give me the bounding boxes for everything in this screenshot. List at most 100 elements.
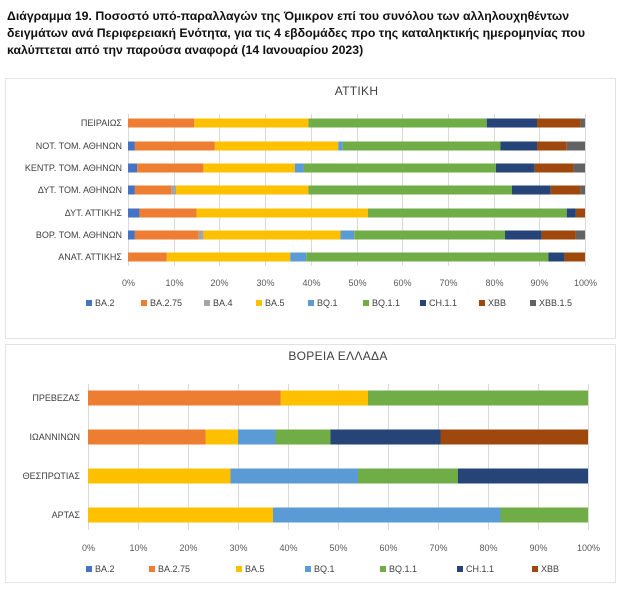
chart1-legend-label: BA.4 (213, 298, 233, 308)
chart2-legend-swatch-ba-2 (86, 566, 92, 572)
chart1-bar-δυτ-αττικης-xbb (575, 208, 585, 218)
chart1-x-tick-label: 80% (485, 278, 503, 288)
chart1-category-label: ΑΝΑΤ. ΑΤΤΙΚΗΣ (58, 252, 122, 262)
chart1-bar-δυτ-αττικης-ba-2-75 (139, 208, 197, 218)
chart2-bar-ιωαννινων-ch-1-1 (330, 429, 441, 445)
chart2-legend-swatch-bq-1-1 (380, 566, 386, 572)
chart1-legend-label: XBB (488, 298, 506, 308)
chart2-frame (5, 344, 616, 583)
chart2-x-tick-label: 0% (82, 543, 95, 553)
chart1-bar-ανατ-αττικης-bq-1 (290, 252, 307, 262)
chart2-x-tick-label: 50% (329, 543, 347, 553)
chart2-category-label: ΑΡΤΑΣ (52, 510, 81, 520)
chart1-legend-swatch-ba-2 (86, 300, 92, 306)
chart1-bar-κεντρ-τομ-αθηνων-ba-2 (128, 163, 138, 173)
chart1-bar-δυτ-τομ-αθηνων-ba-5 (175, 185, 309, 195)
chart1-x-tick-label: 30% (256, 278, 274, 288)
chart1-frame (5, 78, 616, 339)
chart2-x-tick-label: 70% (429, 543, 447, 553)
chart1-legend-label: BQ.1.1 (372, 298, 400, 308)
chart1-bar-πειραιως-xbb (537, 118, 581, 128)
chart1-bar-βορ-τομ-αθηνων-ba-4 (198, 230, 204, 240)
chart1-bar-βορ-τομ-αθηνων-bq-1 (340, 230, 355, 240)
chart1-x-tick-label: 50% (348, 278, 366, 288)
chart1-bar-δυτ-αττικης-bq-1-1 (367, 208, 567, 218)
chart1-x-tick-label: 90% (530, 278, 548, 288)
chart1-bar-ανατ-αττικης-bq-1-1 (306, 252, 549, 262)
chart1-legend-swatch-xbb (479, 300, 485, 306)
chart1-bar-κεντρ-τομ-αθηνων-ba-5 (203, 163, 295, 173)
chart2-bar-θεσπρωτιας-bq-1 (230, 468, 358, 484)
chart1-legend-label: BQ.1 (317, 298, 338, 308)
chart1-bar-βορ-τομ-αθηνων-bq-1-1 (354, 230, 506, 240)
chart2-legend-swatch-xbb (532, 566, 538, 572)
chart2-bar-αρτας-bq-1-1 (500, 507, 588, 523)
chart1-legend-label: BA.2 (95, 298, 115, 308)
chart1-bar-κεντρ-τομ-αθηνων-bq-1 (294, 163, 304, 173)
chart2-legend-label: BA.2 (95, 564, 115, 574)
chart1-bar-βορ-τομ-αθηνων-ba-2 (128, 230, 135, 240)
chart1-bar-κεντρ-τομ-αθηνων-ch-1-1 (495, 163, 535, 173)
chart1-bar-δυτ-αττικης-ch-1-1 (566, 208, 576, 218)
chart2-legend-label: BA.5 (245, 564, 265, 574)
chart1-bar-πειραιως-ch-1-1 (486, 118, 538, 128)
chart2-bar-θεσπρωτιας-bq-1-1 (358, 468, 458, 484)
chart2-x-tick-label: 30% (229, 543, 247, 553)
chart1-bar-πειραιως-xbb-1-5 (580, 118, 585, 128)
chart1-bar-ανατ-αττικης-ba-2-75 (128, 252, 167, 262)
chart1-x-tick-label: 40% (302, 278, 320, 288)
chart1-bar-βορ-τομ-αθηνων-ba-2-75 (134, 230, 199, 240)
chart1-bar-νοτ-τομ-αθηνων-xbb (537, 141, 567, 151)
chart1-bar-βορ-τομ-αθηνων-ch-1-1 (505, 230, 542, 240)
chart2-legend-swatch-bq-1 (305, 566, 311, 572)
chart1-bar-κεντρ-τομ-αθηνων-bq-1-1 (303, 163, 496, 173)
chart2-bar-ιωαννινων-ba-5 (205, 429, 238, 445)
chart1-bar-νοτ-τομ-αθηνων-bq-1-1 (342, 141, 501, 151)
chart1-legend-swatch-ba-5 (256, 300, 262, 306)
chart1-legend-swatch-xbb-1-5 (530, 300, 536, 306)
chart2-bar-πρεβεζας-bq-1-1 (368, 390, 588, 406)
chart1-bar-ανατ-αττικης-xbb (564, 252, 585, 262)
chart1-bar-νοτ-τομ-αθηνων-bq-1 (338, 141, 343, 151)
chart2-x-tick-label: 20% (179, 543, 197, 553)
chart2-legend-label: XBB (541, 564, 559, 574)
chart2-bar-θεσπρωτιας-ch-1-1 (458, 468, 588, 484)
chart1-category-label: ΔΥΤ. ΑΤΤΙΚΗΣ (65, 208, 123, 218)
chart1-x-tick-label: 100% (574, 278, 597, 288)
chart1-bar-νοτ-τομ-αθηνων-xbb-1-5 (566, 141, 585, 151)
chart1-bar-δυτ-τομ-αθηνων-xbb (550, 185, 581, 195)
chart2-legend-swatch-ch-1-1 (457, 566, 463, 572)
chart2-x-tick-label: 80% (479, 543, 497, 553)
chart2-legend-label: BQ.1 (314, 564, 335, 574)
chart1-x-tick-label: 20% (210, 278, 228, 288)
chart1-title: ΑΤΤΙΚΗ (335, 84, 379, 98)
chart1-bar-δυτ-τομ-αθηνων-xbb-1-5 (580, 185, 585, 195)
chart2-legend-label: CH.1.1 (466, 564, 494, 574)
chart1-bar-δυτ-αττικης-ba-5 (196, 208, 368, 218)
chart2-bar-πρεβεζας-ba-5 (280, 390, 368, 406)
chart2-bar-ιωαννινων-bq-1 (238, 429, 276, 445)
chart1-legend-swatch-bq-1-1 (363, 300, 369, 306)
chart1-category-label: ΝΟΤ. ΤΟΜ. ΑΘΗΝΩΝ (36, 141, 122, 151)
chart1-bar-βορ-τομ-αθηνων-ba-5 (203, 230, 341, 240)
chart2-category-label: ΘΕΣΠΡΩΤΙΑΣ (23, 471, 81, 481)
chart1-category-label: ΔΥΤ. ΤΟΜ. ΑΘΗΝΩΝ (38, 185, 122, 195)
chart2-x-tick-label: 10% (129, 543, 147, 553)
chart1-bar-πειραιως-ba-5 (194, 118, 309, 128)
chart1-bar-πειραιως-bq-1-1 (308, 118, 487, 128)
chart1-x-tick-label: 0% (122, 278, 135, 288)
chart1-category-label: ΠΕΙΡΑΙΩΣ (81, 118, 123, 128)
chart1-x-tick-label: 60% (393, 278, 411, 288)
chart1-bar-ανατ-αττικης-ch-1-1 (548, 252, 565, 262)
chart1-bar-νοτ-τομ-αθηνων-ba-5 (214, 141, 339, 151)
chart2-x-tick-label: 100% (577, 543, 600, 553)
chart1-bar-νοτ-τομ-αθηνων-ba-2 (128, 141, 135, 151)
chart1-bar-βορ-τομ-αθηνων-xbb (541, 230, 576, 240)
chart2-legend-swatch-ba-5 (236, 566, 242, 572)
chart1-x-tick-label: 10% (165, 278, 183, 288)
chart2-bar-πρεβεζας-ba-2-75 (88, 390, 281, 406)
chart1-legend-swatch-bq-1 (308, 300, 314, 306)
chart1-category-label: ΚΕΝΤΡ. ΤΟΜ. ΑΘΗΝΩΝ (25, 163, 122, 173)
chart1-bar-πειραιως-ba-2-75 (128, 118, 195, 128)
